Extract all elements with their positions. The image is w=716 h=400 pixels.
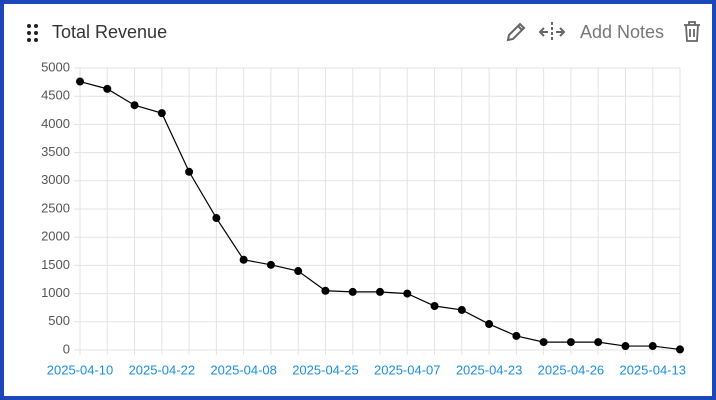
add-notes[interactable]: Add Notes (580, 22, 665, 42)
y-tick-label: 1000 (41, 285, 70, 300)
x-tick-label: 2025-04-25 (292, 362, 359, 377)
point (130, 101, 139, 110)
point (648, 342, 657, 351)
y-tick-label: 4500 (41, 88, 70, 103)
point (621, 342, 630, 351)
point (239, 255, 248, 264)
move-icon[interactable] (538, 20, 566, 44)
point (430, 302, 439, 311)
y-tick-label: 500 (48, 313, 70, 328)
x-tick-label: 2025-04-10 (47, 362, 114, 377)
point (157, 109, 166, 118)
chart: 0 500 1000 1500 2000 2500 3000 3500 4000 4500 5000… (41, 59, 686, 377)
widget-title: Total Revenue (52, 22, 168, 42)
y-tick-label: 4000 (41, 116, 70, 131)
x-tick-label: 2025-04-07 (374, 362, 441, 377)
point (185, 167, 194, 176)
edit-icon[interactable] (504, 20, 528, 44)
drag-handle[interactable] (26, 22, 40, 44)
x-tick-label: 2025-04-13 (619, 362, 686, 377)
point (539, 338, 548, 347)
point (76, 77, 84, 86)
point (485, 320, 494, 329)
point (457, 305, 466, 314)
point (348, 287, 357, 296)
y-tick-label: 2000 (41, 229, 70, 244)
point (321, 286, 330, 295)
point (294, 267, 303, 276)
x-tick-label: 2025-04-26 (538, 362, 605, 377)
x-tick-label: 2025-04-22 (129, 362, 196, 377)
point (594, 338, 603, 347)
point (266, 260, 275, 269)
y-tick-label: 2500 (41, 200, 70, 215)
y-tick-label: 0 (63, 341, 70, 356)
y-tick-label: 5000 (41, 59, 70, 74)
delete-icon[interactable] (682, 20, 702, 44)
point (566, 338, 575, 347)
point (676, 345, 684, 354)
y-tick-label: 1500 (41, 257, 70, 272)
point (376, 287, 384, 296)
y-tick-label: 3000 (41, 172, 70, 187)
point (212, 214, 221, 223)
x-tick-label: 2025-04-23 (456, 362, 523, 377)
point (512, 331, 521, 340)
y-tick-label: 3500 (41, 144, 70, 159)
x-tick-label: 2025-04-08 (210, 362, 277, 377)
point (103, 84, 112, 93)
point (403, 289, 412, 298)
